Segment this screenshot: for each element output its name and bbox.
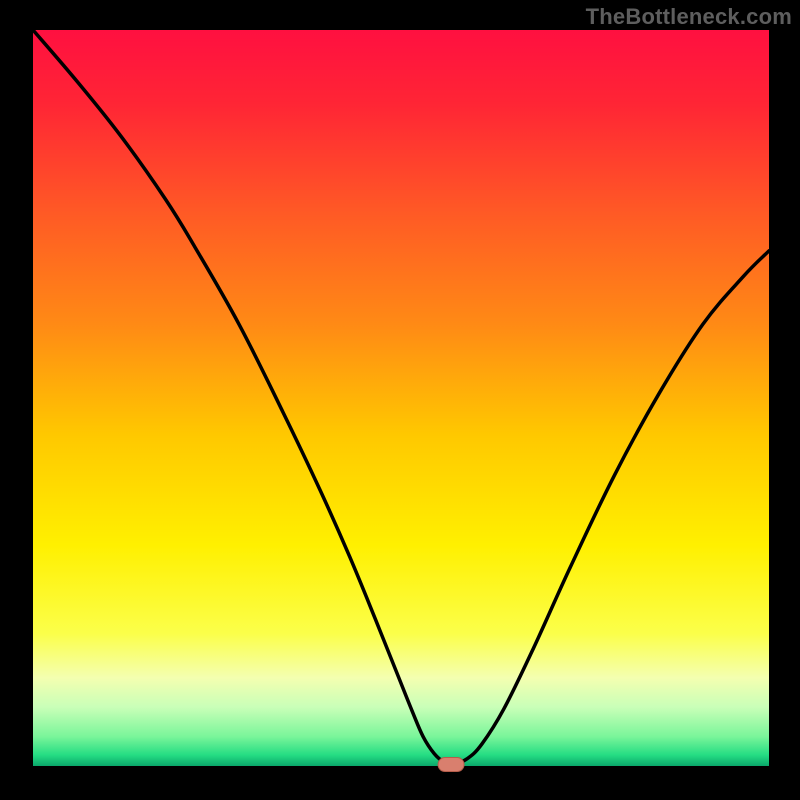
watermark-text: TheBottleneck.com: [586, 4, 792, 30]
optimal-marker: [438, 758, 464, 772]
chart-stage: TheBottleneck.com: [0, 0, 800, 800]
bottleneck-chart: [0, 0, 800, 800]
plot-background: [33, 30, 769, 766]
